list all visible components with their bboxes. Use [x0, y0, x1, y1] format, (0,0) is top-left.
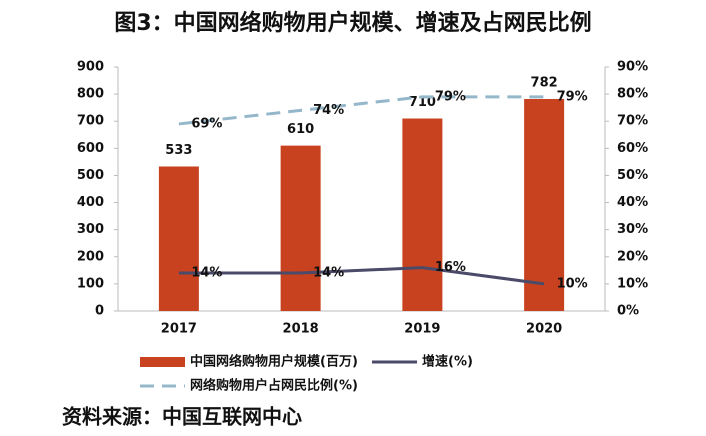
- bar-label: 533: [165, 143, 192, 158]
- bar: [524, 98, 565, 311]
- y2-tick-label: 90%: [617, 60, 648, 75]
- line-label: 14%: [191, 266, 222, 281]
- bar-label: 610: [287, 122, 314, 137]
- bar: [402, 118, 443, 311]
- x-tick-label: 2018: [283, 322, 319, 337]
- x-tick-label: 2019: [404, 322, 440, 337]
- source-note: 资料来源：中国互联网中心: [62, 405, 302, 429]
- y-tick-label: 100: [77, 276, 104, 291]
- line-label: 74%: [313, 103, 344, 118]
- y-tick-label: 700: [77, 114, 104, 129]
- y-tick-label: 200: [77, 249, 104, 264]
- line-label: 79%: [557, 89, 588, 104]
- line-label: 69%: [191, 116, 222, 131]
- y-tick-label: 800: [77, 87, 104, 102]
- line: [178, 266, 545, 286]
- y2-tick-label: 50%: [617, 168, 648, 183]
- y2-tick-label: 30%: [617, 222, 648, 237]
- y2-tick-label: 0%: [617, 304, 639, 319]
- x-tick-label: 2020: [526, 322, 562, 337]
- legend-label: 增速(%): [422, 354, 473, 370]
- y-tick-label: 0: [95, 304, 104, 319]
- y2-tick-label: 70%: [617, 114, 648, 129]
- y2-tick-label: 80%: [617, 87, 648, 102]
- y2-tick-label: 60%: [617, 141, 648, 156]
- legend-label: 中国网络购物用户规模(百万): [190, 354, 358, 370]
- y2-tick-label: 20%: [617, 249, 648, 264]
- y-tick-label: 400: [77, 195, 104, 210]
- y-tick-label: 300: [77, 222, 104, 237]
- y-tick-label: 600: [77, 141, 104, 156]
- y2-tick-label: 40%: [617, 195, 648, 210]
- y-tick-label: 900: [77, 60, 104, 75]
- line-label: 79%: [435, 89, 466, 104]
- line: [178, 95, 545, 126]
- y2-tick-label: 10%: [617, 276, 648, 291]
- chart-title: 图3：中国网络购物用户规模、增速及占网民比例: [114, 10, 591, 36]
- line-label: 16%: [435, 260, 466, 275]
- legend-swatch: [140, 357, 185, 367]
- bar: [158, 166, 199, 311]
- bar-label: 782: [531, 75, 558, 90]
- legend-label: 网络购物用户占网民比例(%): [190, 378, 358, 394]
- bar-label: 710: [409, 95, 436, 110]
- bar: [280, 145, 321, 311]
- y-tick-label: 500: [77, 168, 104, 183]
- x-tick-label: 2017: [161, 322, 197, 337]
- line-label: 10%: [557, 276, 588, 291]
- line-label: 14%: [313, 266, 344, 281]
